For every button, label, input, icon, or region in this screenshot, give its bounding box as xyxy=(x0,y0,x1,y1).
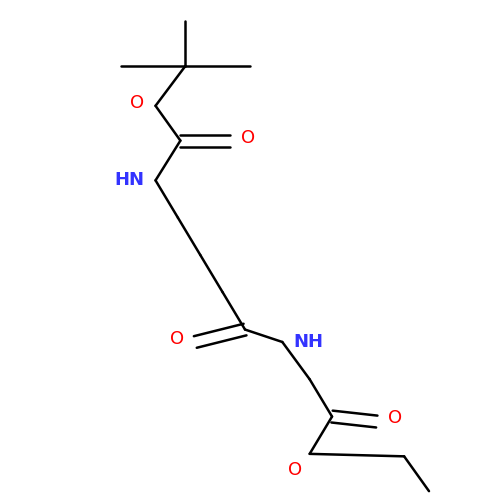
Text: O: O xyxy=(170,330,184,348)
Text: O: O xyxy=(388,408,402,426)
Text: O: O xyxy=(288,462,302,479)
Text: O: O xyxy=(241,129,255,147)
Text: O: O xyxy=(130,94,144,112)
Text: NH: NH xyxy=(294,333,324,351)
Text: HN: HN xyxy=(114,172,144,190)
